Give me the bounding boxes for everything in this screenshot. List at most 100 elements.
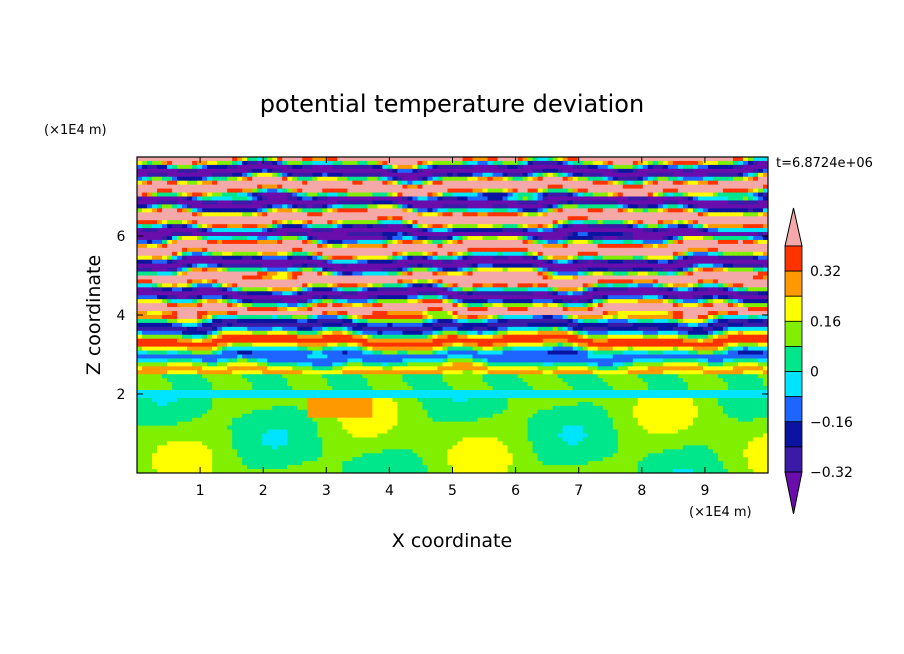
field-cell: [512, 188, 519, 194]
field-cell: [552, 259, 559, 265]
field-cell: [522, 259, 529, 265]
field-cell: [317, 232, 323, 237]
field-cell: [382, 236, 388, 241]
field-cell: [452, 295, 459, 300]
field-cell: [137, 200, 143, 205]
field-cell: [447, 176, 454, 182]
field-cell: [502, 291, 509, 296]
field-cell: [587, 228, 594, 233]
field-cell: [677, 255, 684, 261]
field-cell: [487, 247, 494, 253]
field-cell: [402, 279, 409, 284]
field-cell: [602, 291, 609, 296]
field-cell: [397, 303, 404, 308]
field-cell: [582, 267, 589, 273]
field-cell: [547, 255, 554, 261]
field-cell: [287, 200, 293, 205]
field-cell: [737, 184, 744, 190]
field-cell: [247, 204, 253, 209]
field-cell: [187, 184, 193, 190]
field-cell: [307, 208, 313, 213]
field-cell: [492, 204, 499, 209]
field-cell: [747, 208, 754, 213]
field-cell: [582, 255, 589, 261]
field-cell: [362, 307, 368, 312]
field-cell: [522, 184, 529, 190]
field-cell: [422, 192, 429, 198]
field-cell: [472, 228, 479, 233]
field-cell: [212, 164, 218, 170]
field-cell: [557, 216, 564, 221]
field-cell: [517, 311, 524, 316]
field-cell: [147, 311, 153, 316]
field-cell: [512, 295, 519, 300]
field-cell: [587, 239, 594, 245]
field-cell: [442, 255, 449, 261]
field-cell: [522, 168, 529, 174]
field-cell: [352, 220, 358, 225]
field-cell: [417, 247, 424, 253]
field-cell: [427, 208, 434, 213]
field-cell: [482, 239, 489, 245]
field-cell: [212, 168, 218, 174]
field-cell: [487, 196, 494, 202]
field-cell: [587, 192, 594, 198]
field-cell: [272, 208, 278, 213]
field-cell: [727, 299, 734, 304]
field-cell: [452, 172, 459, 178]
field-cell: [297, 228, 303, 233]
field-cell: [167, 275, 173, 281]
field-cell: [627, 184, 634, 190]
field-cell: [327, 224, 333, 229]
field-cell: [587, 255, 594, 261]
field-cell: [312, 204, 318, 209]
field-cell: [312, 236, 318, 241]
field-cell: [207, 279, 213, 284]
field-cell: [697, 172, 704, 178]
field-cell: [567, 239, 574, 245]
field-cell: [182, 196, 188, 202]
field-cell: [202, 220, 208, 225]
field-cell: [562, 236, 569, 241]
field-cell: [592, 220, 599, 225]
field-cell: [362, 255, 368, 261]
field-cell: [627, 160, 634, 166]
field-cell: [522, 311, 529, 316]
field-cell: [432, 311, 439, 316]
field-cell: [502, 180, 509, 186]
field-cell: [527, 172, 534, 178]
field-cell: [572, 176, 579, 182]
field-cell: [742, 164, 749, 170]
field-cell: [462, 283, 469, 288]
field-cell: [282, 299, 288, 304]
field-cell: [357, 220, 363, 225]
field-cell: [547, 204, 554, 209]
field-cell: [497, 212, 504, 217]
field-cell: [247, 232, 253, 237]
field-cell: [527, 236, 534, 241]
field-cell: [442, 196, 449, 202]
field-cell: [637, 172, 644, 178]
field-cell: [657, 220, 664, 225]
field-cell: [607, 299, 614, 304]
field-cell: [457, 232, 464, 237]
field-cell: [147, 251, 153, 257]
field-cell: [467, 224, 474, 229]
field-cell: [292, 208, 298, 213]
field-cell: [227, 184, 233, 190]
field-cell: [222, 303, 228, 308]
field-cell: [462, 208, 469, 213]
field-cell: [402, 287, 409, 292]
field-cell: [542, 192, 549, 198]
field-cell: [707, 180, 714, 186]
field-cell: [142, 232, 148, 237]
field-cell: [717, 208, 724, 213]
field-cell: [382, 192, 388, 198]
field-cell: [687, 259, 694, 265]
field-cell: [247, 236, 253, 241]
field-cell: [182, 259, 188, 265]
field-cell: [472, 172, 479, 178]
field-cell: [162, 263, 168, 269]
field-cell: [282, 283, 288, 288]
field-cell: [617, 172, 624, 178]
